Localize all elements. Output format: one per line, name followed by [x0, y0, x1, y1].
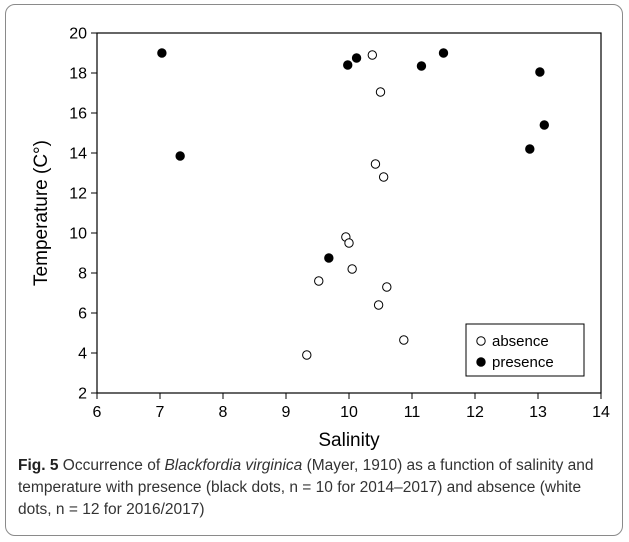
- presence-point: [535, 67, 545, 77]
- y-axis-ticks: 2 4 6 8 10 12 14 16 18 20: [69, 26, 97, 403]
- absence-point: [344, 238, 354, 248]
- y-tick-label: 12: [69, 186, 87, 203]
- y-tick-label: 2: [78, 386, 87, 403]
- x-tick-label: 7: [156, 404, 165, 421]
- absence-point: [382, 282, 392, 292]
- absence-point: [367, 50, 378, 60]
- absence-point: [399, 335, 409, 345]
- y-tick-label: 6: [78, 306, 87, 323]
- presence-point: [157, 48, 167, 58]
- y-tick-label: 16: [69, 106, 87, 123]
- presence-point: [343, 60, 353, 70]
- absence-point: [347, 264, 357, 274]
- scatter-chart: 6 7 8 9 10 11 12 13 14 2 4 6 8 10 12 14 16 18 20 Salinity…: [31, 26, 610, 452]
- legend-presence-marker: [476, 357, 486, 367]
- data-points: [157, 48, 549, 360]
- legend-presence-label: presence: [492, 354, 554, 371]
- y-tick-label: 14: [69, 146, 87, 163]
- caption-text-1: Occurrence of: [58, 457, 165, 474]
- x-tick-label: 8: [219, 404, 228, 421]
- x-axis-ticks: 6 7 8 9 10 11 12 13 14: [93, 393, 610, 421]
- figure-frame: [5, 4, 623, 536]
- caption-species-name: Blackfordia virginica: [164, 457, 303, 474]
- legend-box: [465, 323, 585, 377]
- caption-text-2: (Mayer, 1910) as a function of salinity …: [18, 457, 594, 518]
- absence-point: [370, 159, 381, 169]
- x-tick-label: 12: [466, 404, 484, 421]
- legend-absence-label: absence: [492, 333, 549, 350]
- absence-point: [314, 276, 324, 286]
- y-tick-label: 20: [69, 26, 87, 43]
- absence-point: [375, 87, 386, 97]
- legend: absence presence: [465, 323, 585, 377]
- x-axis-label: Salinity: [318, 430, 380, 451]
- presence-point: [324, 253, 334, 263]
- y-tick-label: 4: [78, 346, 87, 363]
- x-tick-label: 13: [529, 404, 547, 421]
- absence-point: [378, 172, 389, 182]
- x-tick-label: 10: [340, 404, 358, 421]
- y-tick-label: 18: [69, 66, 87, 83]
- legend-absence-marker: [476, 336, 486, 346]
- x-tick-label: 9: [282, 404, 291, 421]
- absence-point: [373, 300, 384, 310]
- presence-point: [525, 144, 535, 154]
- x-tick-label: 6: [93, 404, 102, 421]
- absence-point: [302, 350, 312, 360]
- figure-caption: Fig. 5 Occurrence of Blackfordia virgini…: [18, 455, 608, 521]
- x-tick-label: 11: [404, 404, 421, 421]
- presence-point: [539, 120, 549, 130]
- presence-point: [438, 48, 449, 58]
- x-tick-label: 14: [592, 404, 610, 421]
- presence-point: [351, 53, 362, 63]
- caption-figure-label: Fig. 5: [18, 457, 59, 474]
- y-axis-label: Temperature (C°): [31, 140, 52, 286]
- y-tick-label: 10: [69, 226, 87, 243]
- presence-point: [175, 151, 185, 161]
- y-tick-label: 8: [78, 266, 87, 283]
- presence-point: [416, 61, 427, 71]
